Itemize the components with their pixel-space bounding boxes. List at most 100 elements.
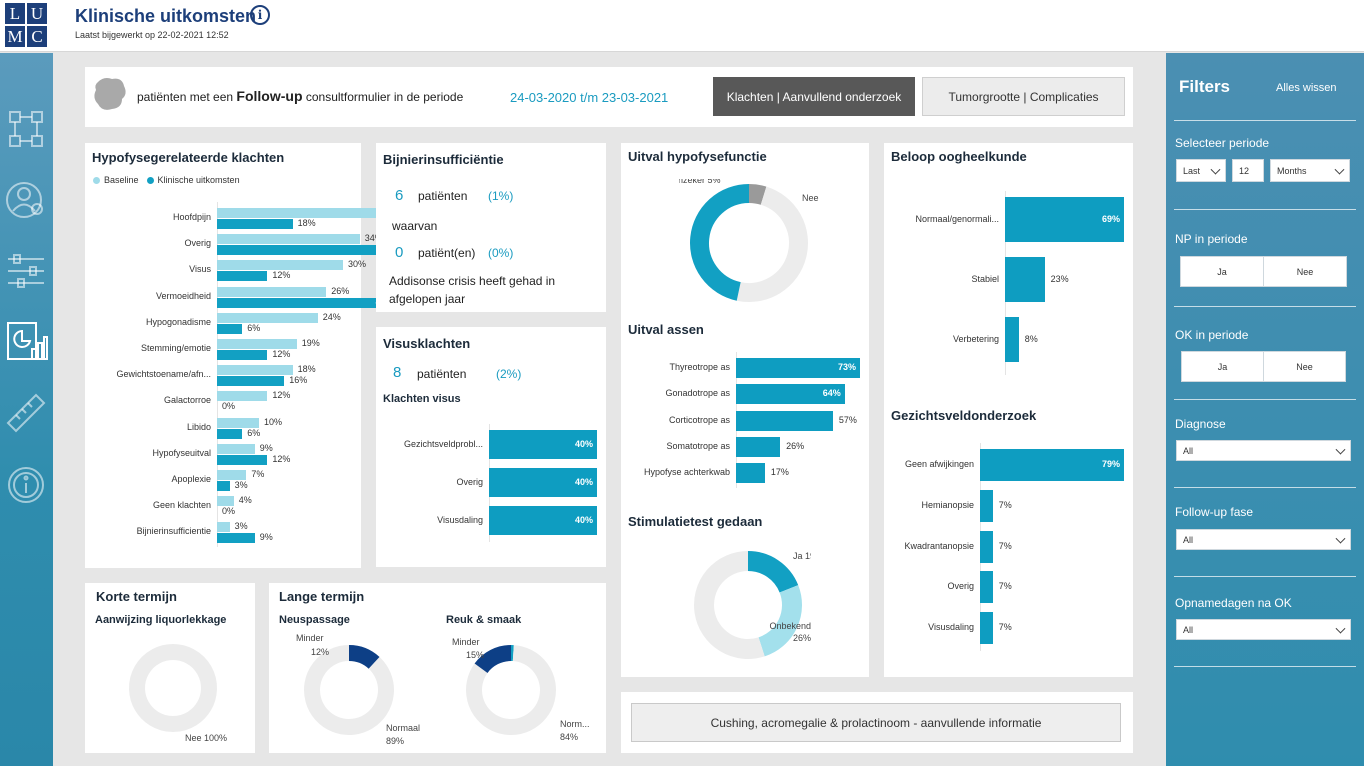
summary-text-c: consultformulier in de periode bbox=[305, 90, 464, 104]
tab-klachten[interactable]: Klachten | Aanvullend onderzoek bbox=[713, 77, 915, 116]
category-label: Gonadotrope as bbox=[665, 388, 730, 399]
np-no-button[interactable]: Nee bbox=[1263, 256, 1347, 287]
lumc-logo: L U M C bbox=[5, 3, 47, 47]
bar bbox=[217, 323, 243, 334]
data-label: 23% bbox=[1050, 273, 1069, 284]
category-label: Stemming/emotie bbox=[140, 343, 211, 353]
summary-bar: patiënten met een Follow-up consultformu… bbox=[85, 67, 1133, 127]
report-chart-icon[interactable] bbox=[4, 319, 48, 363]
cushing-info-button[interactable]: Cushing, acromegalie & prolactinoom - aa… bbox=[631, 703, 1121, 742]
opname-label: Opnamedagen na OK bbox=[1175, 596, 1292, 610]
period-mode-select[interactable]: Last bbox=[1176, 159, 1226, 182]
filters-title: Filters bbox=[1179, 77, 1231, 96]
bar bbox=[217, 350, 268, 360]
slice-ja bbox=[747, 551, 799, 593]
data-label: 7% bbox=[998, 581, 1012, 592]
info-icon[interactable]: i bbox=[250, 5, 270, 25]
data-label: 6% bbox=[247, 427, 261, 438]
visus-sub-title: Klachten visus bbox=[383, 393, 461, 405]
label-normaal: Norm... bbox=[560, 719, 590, 729]
category-label: Galactorroe bbox=[163, 395, 211, 406]
data-label: 9% bbox=[259, 532, 273, 543]
bar bbox=[980, 530, 993, 563]
baseline-legend-dot bbox=[93, 176, 100, 184]
diagnose-value: All bbox=[1183, 445, 1194, 456]
ruler-icon[interactable] bbox=[4, 391, 48, 435]
flowchart-icon[interactable] bbox=[4, 108, 48, 152]
uitval-card: Uitval hypofysefunctie Onzeker 5% Nee 51%… bbox=[621, 143, 869, 677]
category-label: Geen afwijkingen bbox=[904, 459, 974, 469]
data-label: 26% bbox=[786, 440, 805, 451]
bar bbox=[217, 297, 398, 308]
bar bbox=[980, 449, 1124, 481]
category-label: Visusdaling bbox=[928, 622, 974, 633]
data-label: 6% bbox=[247, 322, 261, 333]
category-label: Hypofyse achterkwab bbox=[643, 467, 730, 478]
liquor-sub-title: Aanwijzing liquorlekkage bbox=[95, 614, 227, 626]
period-unit-select[interactable]: Months bbox=[1270, 159, 1350, 182]
bar bbox=[980, 612, 993, 645]
tab-tumorgrootte[interactable]: Tumorgrootte | Complicaties bbox=[922, 77, 1125, 116]
label-nee: Nee 100% bbox=[185, 733, 227, 743]
data-label: 79% bbox=[1101, 459, 1120, 469]
bar bbox=[217, 417, 259, 428]
category-label: Overig bbox=[184, 238, 211, 249]
slice-minder bbox=[348, 645, 380, 670]
followup-select[interactable]: All bbox=[1176, 529, 1351, 550]
user-settings-icon[interactable] bbox=[4, 178, 48, 222]
bar bbox=[1005, 197, 1124, 242]
bar bbox=[217, 286, 327, 297]
divider bbox=[1174, 306, 1356, 307]
divider bbox=[1174, 666, 1356, 667]
category-label: Corticotrope as bbox=[668, 414, 730, 425]
bar bbox=[736, 358, 860, 378]
bar bbox=[217, 376, 285, 387]
bar bbox=[736, 436, 781, 457]
category-label: Normaal/genormali... bbox=[915, 213, 999, 224]
category-label: Visusdaling bbox=[437, 514, 483, 525]
np-yes-button[interactable]: Ja bbox=[1180, 256, 1264, 287]
slice-nee bbox=[129, 644, 217, 732]
divider bbox=[1174, 576, 1356, 577]
legend-baseline: Baseline bbox=[104, 175, 139, 185]
hypofyse-card: Hypofysegerelateerde klachten Baseline K… bbox=[85, 143, 412, 568]
chevron-down-icon bbox=[1335, 444, 1346, 455]
slice-ja bbox=[690, 184, 750, 301]
data-label: 7% bbox=[251, 469, 265, 479]
slice-minder bbox=[474, 645, 512, 674]
period-label: Selecteer periode bbox=[1175, 136, 1270, 150]
clear-filters-button[interactable]: Alles wissen bbox=[1276, 82, 1337, 94]
ok-label: OK in periode bbox=[1175, 328, 1249, 342]
category-label: Overig bbox=[947, 581, 974, 592]
period-count-input[interactable]: 12 bbox=[1232, 159, 1264, 182]
data-label: 26% bbox=[331, 285, 350, 296]
data-label: 7% bbox=[998, 499, 1012, 510]
bijnier-pct: (1%) bbox=[488, 189, 514, 203]
crisis-count-label: patiënt(en) bbox=[418, 246, 476, 260]
label-minder-pct: 15% bbox=[466, 650, 484, 660]
ok-no-button[interactable]: Nee bbox=[1263, 351, 1346, 382]
label-ja: Ja 19% bbox=[793, 551, 811, 561]
info-icon[interactable] bbox=[4, 463, 48, 507]
label-nee: Nee 51% bbox=[802, 193, 819, 203]
opname-select[interactable]: All bbox=[1176, 619, 1351, 640]
data-label: 30% bbox=[348, 259, 367, 270]
period-unit-value: Months bbox=[1277, 165, 1307, 176]
data-label: 24% bbox=[322, 311, 341, 322]
crisis-count: 0 bbox=[395, 244, 404, 261]
np-label: NP in periode bbox=[1175, 232, 1248, 246]
date-range: 24-03-2020 t/m 23-03-2021 bbox=[510, 90, 669, 105]
label-minder: Minder bbox=[452, 637, 480, 647]
ok-yes-button[interactable]: Ja bbox=[1181, 351, 1264, 382]
data-label: 3% bbox=[234, 480, 248, 490]
period-mode-value: Last bbox=[1183, 165, 1201, 176]
data-label: 57% bbox=[838, 414, 857, 425]
sliders-icon[interactable] bbox=[4, 249, 48, 293]
diagnose-select[interactable]: All bbox=[1176, 440, 1351, 461]
slice-nee bbox=[736, 186, 808, 302]
category-label: Stabiel bbox=[971, 273, 999, 284]
data-label: 40% bbox=[574, 438, 593, 449]
card-title: Uitval hypofysefunctie bbox=[628, 149, 767, 164]
neus-donut-chart: Minder 12% Normaal 89% bbox=[296, 633, 420, 746]
bar bbox=[217, 481, 230, 491]
